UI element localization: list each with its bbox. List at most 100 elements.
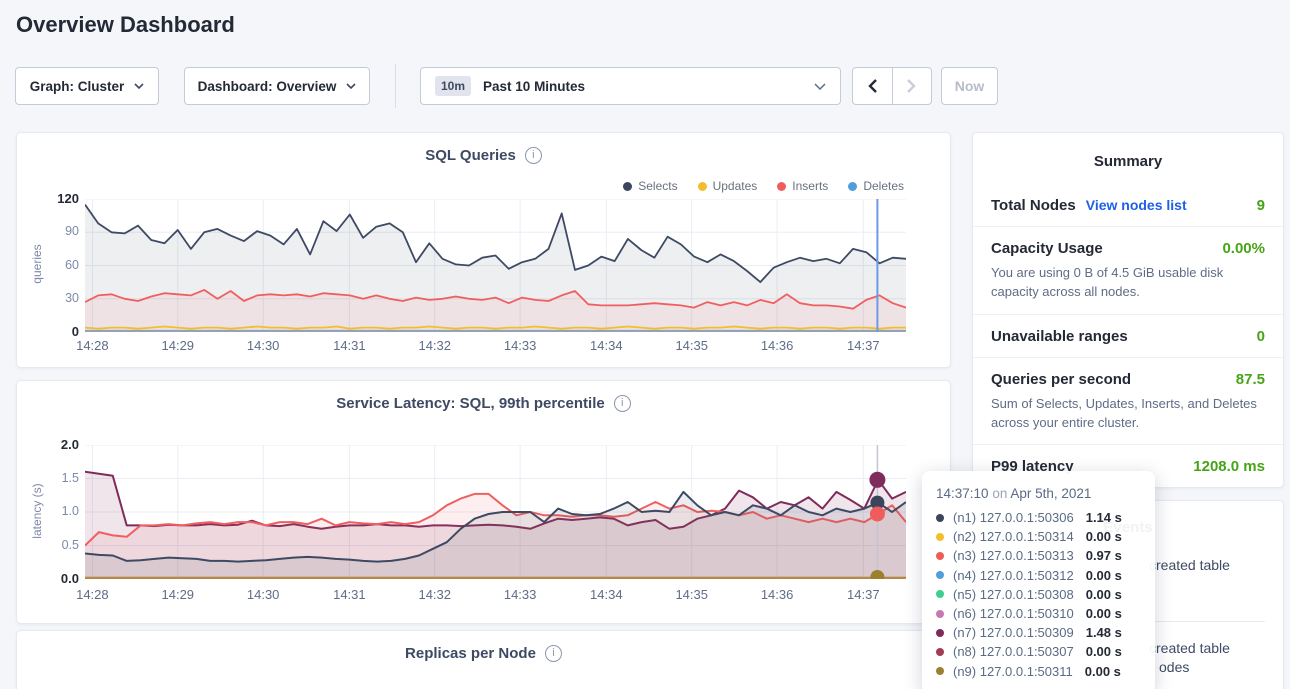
chevron-left-icon	[868, 79, 877, 93]
series-color-dot	[936, 514, 944, 522]
info-icon[interactable]	[545, 645, 562, 662]
tooltip-node-label: (n5) 127.0.0.1:50308	[953, 587, 1074, 602]
graph-dropdown[interactable]: Graph: Cluster	[15, 67, 159, 105]
tooltip-node-value: 0.00 s	[1086, 644, 1122, 659]
y-tick-label: 0.5	[17, 538, 79, 552]
series-color-dot	[936, 610, 944, 618]
tooltip-node-label: (n3) 127.0.0.1:50313	[953, 548, 1074, 563]
series-color-dot	[936, 571, 944, 579]
now-button[interactable]: Now	[941, 67, 998, 105]
summary-panel: Summary Total Nodes View nodes list 9 Capac…	[972, 132, 1284, 488]
summary-row-value: 9	[1257, 197, 1265, 214]
chart-title: SQL Queries	[425, 147, 516, 164]
tooltip-node-value: 0.00 s	[1085, 664, 1121, 679]
summary-row-label: Total Nodes	[991, 197, 1076, 214]
x-tick-label: 14:37	[847, 587, 880, 602]
summary-row: Total Nodes View nodes list 9	[973, 184, 1283, 226]
legend-color-dot	[623, 182, 632, 191]
x-tick-label: 14:29	[161, 587, 194, 602]
service-latency-panel: Service Latency: SQL, 99th percentile la…	[16, 380, 951, 624]
tooltip-node-label: (n9) 127.0.0.1:50311	[953, 664, 1073, 679]
page-title: Overview Dashboard	[16, 12, 235, 38]
chart-plot[interactable]	[85, 445, 906, 579]
legend-item: Updates	[698, 179, 758, 193]
chart-plot[interactable]	[85, 199, 906, 332]
tooltip-node-value: 1.48 s	[1086, 625, 1122, 640]
y-tick-label: 2.0	[17, 437, 79, 452]
x-tick-label: 14:37	[847, 338, 880, 353]
tooltip-node-row: (n6) 127.0.0.1:503100.00 s	[936, 604, 1141, 623]
dashboard-dropdown[interactable]: Dashboard: Overview	[184, 67, 370, 105]
legend-item: Inserts	[777, 179, 828, 193]
info-icon[interactable]	[525, 147, 542, 164]
summary-row-value: 87.5	[1236, 371, 1265, 388]
legend-color-dot	[848, 182, 857, 191]
series-color-dot	[936, 533, 944, 541]
tooltip-node-label: (n8) 127.0.0.1:50307	[953, 644, 1074, 659]
time-back-button[interactable]	[853, 68, 893, 104]
series-color-dot	[936, 590, 944, 598]
x-tick-label: 14:33	[504, 338, 537, 353]
tooltip-node-value: 0.00 s	[1086, 587, 1122, 602]
chevron-right-icon	[907, 79, 916, 93]
x-tick-label: 14:32	[418, 587, 451, 602]
x-tick-label: 14:28	[76, 587, 109, 602]
y-tick-label: 60	[17, 258, 79, 272]
info-icon[interactable]	[614, 395, 631, 412]
summary-title: Summary	[973, 133, 1283, 176]
dashboard-dropdown-label: Dashboard: Overview	[198, 79, 337, 94]
chevron-down-icon	[814, 83, 826, 90]
summary-row-subtext: You are using 0 B of 4.5 GiB usable disk…	[991, 264, 1265, 302]
legend-color-dot	[777, 182, 786, 191]
x-tick-label: 14:32	[418, 338, 451, 353]
legend-item: Deletes	[848, 179, 904, 193]
x-tick-label: 14:34	[590, 587, 623, 602]
summary-row-label: Capacity Usage	[991, 240, 1103, 257]
tooltip-node-row: (n3) 127.0.0.1:50313 0.97 s	[936, 546, 1141, 565]
legend-label: Selects	[638, 179, 677, 193]
x-axis-ticks: 14:2814:2914:3014:3114:3214:3314:3414:35…	[85, 587, 906, 603]
chart-legend: Selects Updates Inserts Deletes	[623, 179, 904, 193]
tooltip-node-label: (n4) 127.0.0.1:50312	[953, 568, 1074, 583]
replicas-per-node-panel: Replicas per Node	[16, 630, 951, 689]
summary-row-label: Queries per second	[991, 371, 1131, 388]
legend-item: Selects	[623, 179, 677, 193]
sql-queries-panel: SQL Queries Selects Updates Inserts Deletes…	[16, 132, 951, 368]
event-item[interactable]: created table	[1149, 557, 1230, 573]
chart-title: Service Latency: SQL, 99th percentile	[336, 395, 604, 412]
tooltip-node-value: 0.97 s	[1086, 548, 1122, 563]
event-item[interactable]: created table	[1149, 640, 1230, 656]
tooltip-node-row: (n4) 127.0.0.1:503120.00 s	[936, 566, 1141, 585]
tooltip-timestamp: 14:37:10 on Apr 5th, 2021	[936, 486, 1141, 501]
x-tick-label: 14:31	[333, 338, 366, 353]
event-item-detail[interactable]: odes	[1159, 659, 1189, 675]
summary-row-subtext: Sum of Selects, Updates, Inserts, and De…	[991, 395, 1265, 433]
time-range-badge: 10m	[435, 76, 471, 96]
tooltip-node-value: 0.00 s	[1086, 606, 1122, 621]
tooltip-node-value: 0.00 s	[1086, 529, 1122, 544]
time-range-dropdown[interactable]: 10m Past 10 Minutes	[420, 67, 841, 105]
divider	[395, 64, 396, 108]
x-tick-label: 14:33	[504, 587, 537, 602]
summary-row-value: 0.00%	[1222, 240, 1265, 257]
tooltip-node-label: (n2) 127.0.0.1:50314	[953, 529, 1074, 544]
chevron-down-icon	[134, 83, 144, 89]
tooltip-rows: (n1) 127.0.0.1:503061.14 s(n2) 127.0.0.1…	[936, 508, 1141, 681]
time-forward-button[interactable]	[893, 68, 932, 104]
summary-row-value: 1208.0 ms	[1193, 458, 1265, 475]
tooltip-node-label: (n7) 127.0.0.1:50309	[953, 625, 1074, 640]
summary-row-value: 0	[1257, 328, 1265, 345]
x-tick-label: 14:29	[161, 338, 194, 353]
view-nodes-list-link[interactable]: View nodes list	[1086, 197, 1187, 213]
legend-label: Updates	[713, 179, 758, 193]
summary-row-label: Unavailable ranges	[991, 328, 1128, 345]
legend-label: Deletes	[863, 179, 904, 193]
tooltip-node-value: 1.14 s	[1086, 510, 1122, 525]
chevron-down-icon	[346, 83, 356, 89]
x-tick-label: 14:36	[761, 338, 794, 353]
y-tick-label: 0.0	[17, 571, 79, 586]
y-tick-label: 30	[17, 291, 79, 305]
x-tick-label: 14:35	[675, 338, 708, 353]
x-tick-label: 14:28	[76, 338, 109, 353]
x-tick-label: 14:31	[333, 587, 366, 602]
